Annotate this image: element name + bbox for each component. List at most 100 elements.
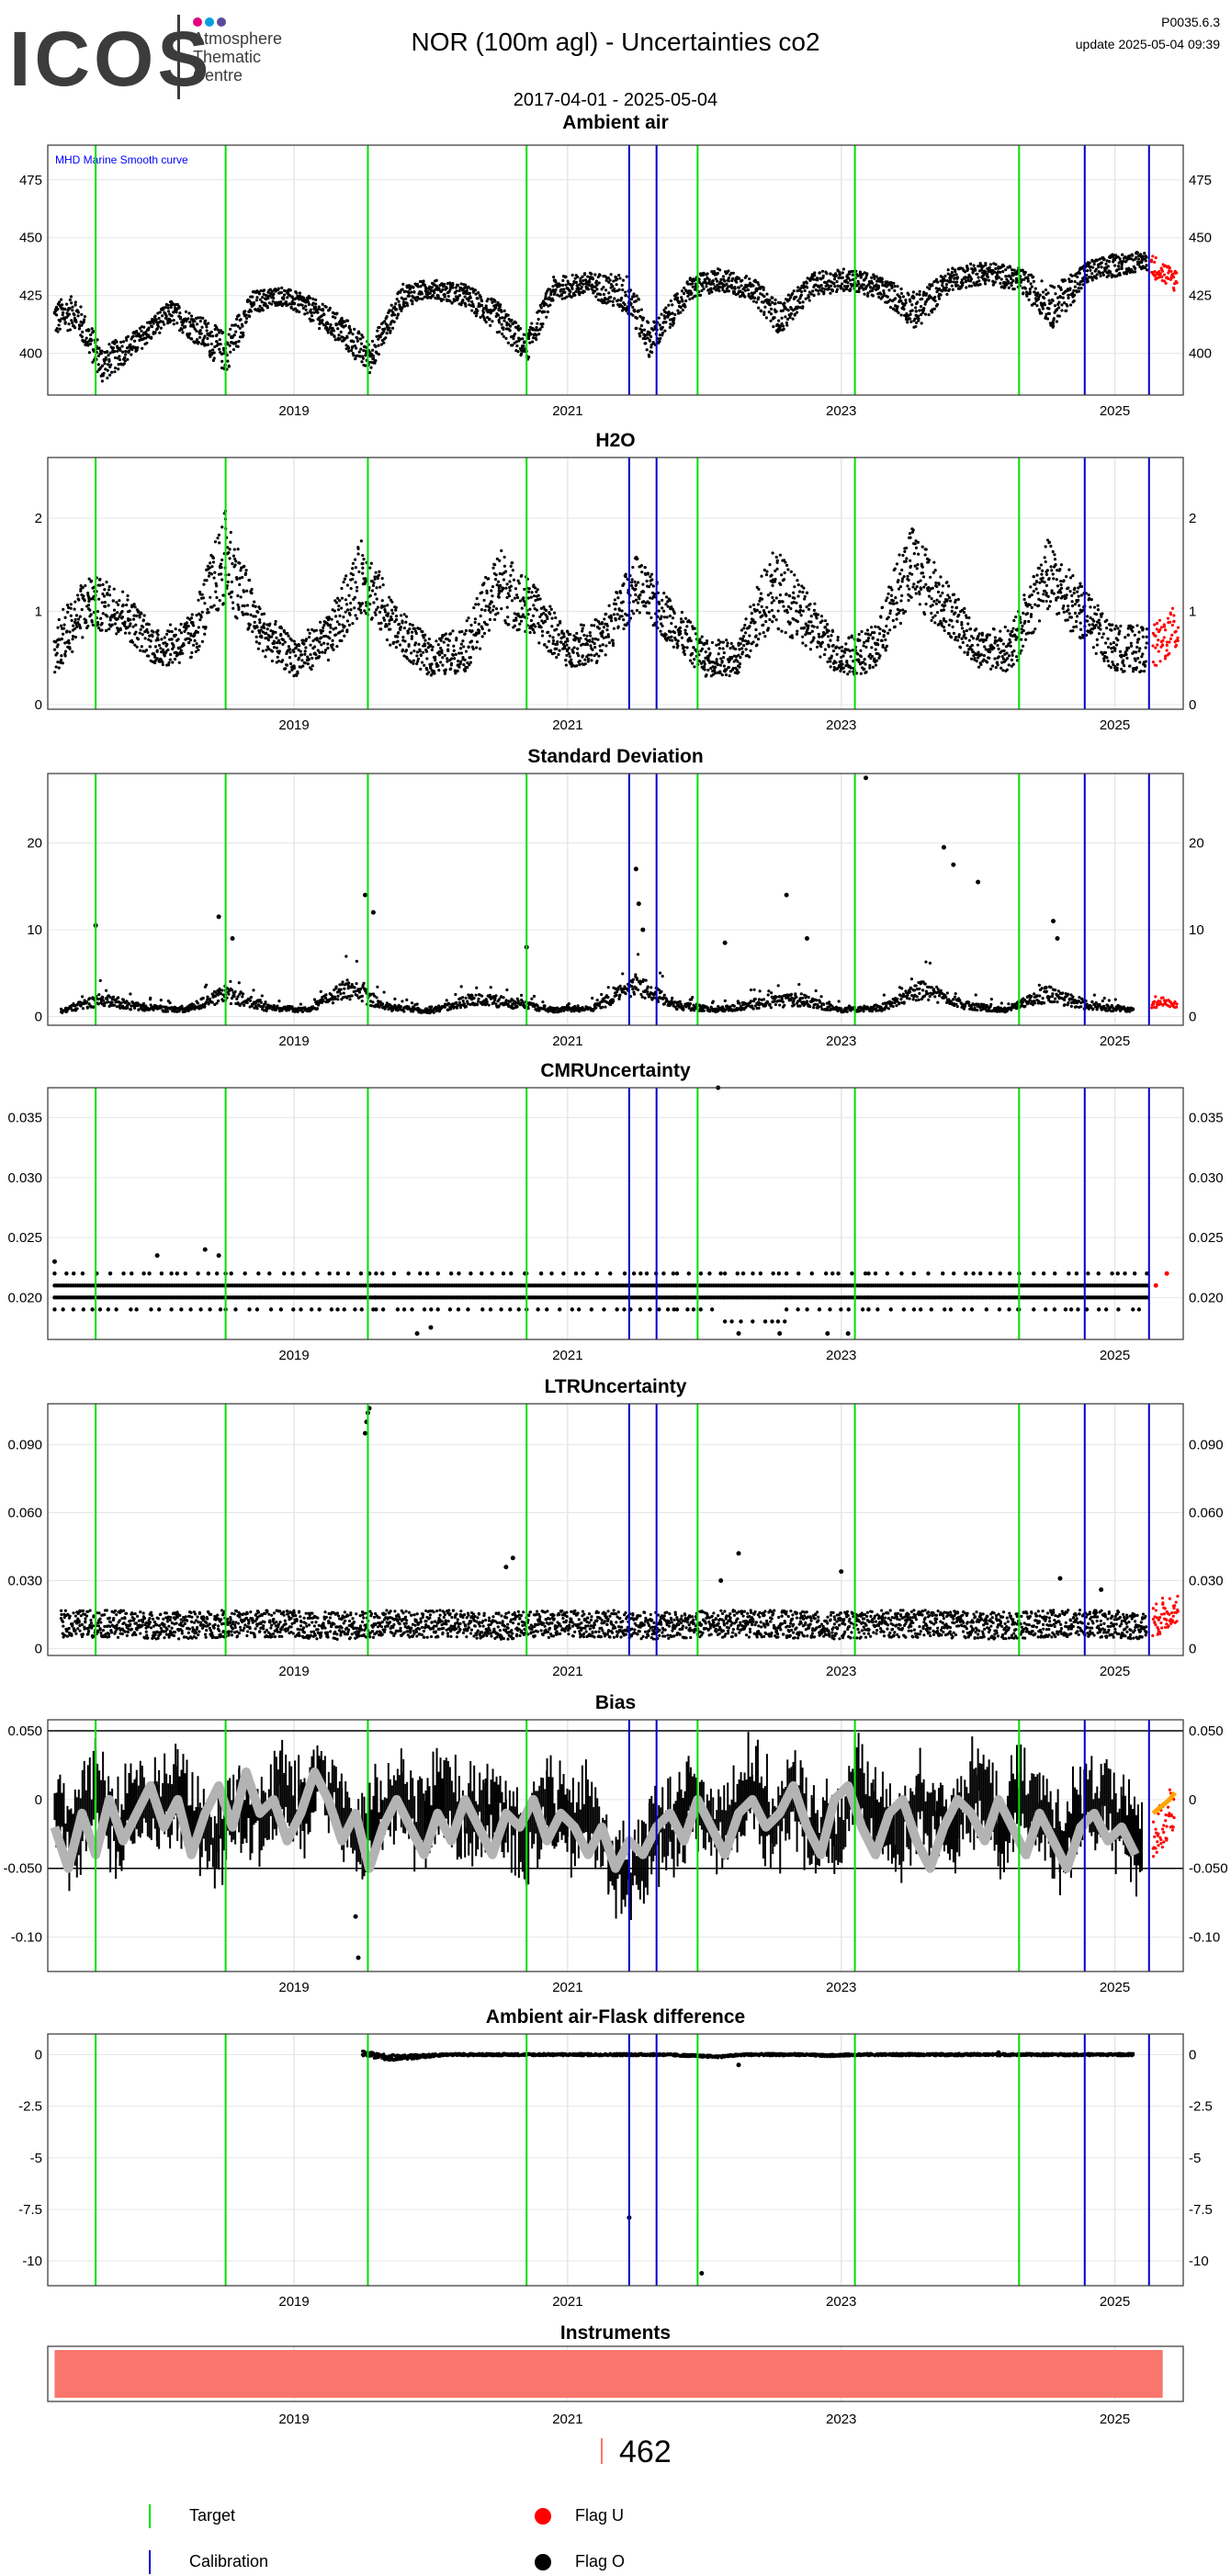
data-point bbox=[264, 655, 266, 658]
data-point bbox=[881, 281, 884, 284]
data-point bbox=[770, 296, 773, 299]
data-point bbox=[318, 327, 321, 330]
data-point bbox=[372, 582, 375, 584]
data-point bbox=[375, 586, 378, 589]
data-point bbox=[1004, 268, 1007, 271]
data-point bbox=[902, 295, 905, 298]
data-point bbox=[1043, 297, 1045, 299]
data-point bbox=[530, 322, 533, 324]
data-point bbox=[253, 600, 255, 603]
data-point bbox=[107, 588, 110, 591]
data-point bbox=[171, 661, 174, 663]
data-point bbox=[129, 622, 131, 625]
data-point bbox=[251, 295, 254, 298]
data-point bbox=[1070, 280, 1073, 283]
data-point bbox=[683, 629, 686, 632]
data-point bbox=[214, 591, 217, 593]
data-point bbox=[65, 629, 68, 632]
data-point bbox=[672, 616, 674, 619]
data-point bbox=[558, 633, 560, 636]
data-point bbox=[727, 269, 729, 272]
data-point bbox=[875, 275, 878, 277]
data-point bbox=[612, 642, 615, 645]
data-point bbox=[681, 289, 683, 292]
data-point bbox=[624, 303, 627, 306]
data-point bbox=[76, 314, 79, 317]
data-point bbox=[296, 671, 299, 673]
data-point bbox=[209, 561, 211, 564]
data-point bbox=[360, 343, 363, 345]
data-point bbox=[356, 337, 358, 340]
data-point bbox=[818, 272, 820, 275]
data-point bbox=[231, 562, 233, 565]
data-point bbox=[134, 624, 137, 627]
data-point bbox=[56, 627, 59, 629]
data-point bbox=[999, 271, 1001, 274]
data-point bbox=[393, 313, 396, 316]
data-point bbox=[210, 331, 213, 333]
data-point bbox=[1036, 291, 1039, 294]
data-point bbox=[198, 626, 200, 628]
data-point bbox=[840, 287, 842, 289]
data-point bbox=[730, 279, 733, 282]
data-point bbox=[683, 646, 685, 649]
data-point bbox=[359, 609, 362, 612]
data-point bbox=[754, 279, 757, 282]
data-point bbox=[300, 653, 303, 656]
data-point bbox=[386, 638, 389, 641]
data-point bbox=[1011, 279, 1014, 282]
data-point bbox=[1102, 274, 1105, 277]
data-point bbox=[270, 302, 273, 305]
data-point bbox=[866, 292, 869, 295]
data-point bbox=[480, 296, 482, 299]
data-point bbox=[689, 621, 692, 624]
data-point bbox=[322, 313, 325, 316]
data-point bbox=[378, 611, 381, 614]
data-point bbox=[598, 644, 601, 647]
data-point bbox=[631, 306, 634, 309]
data-point bbox=[397, 631, 400, 634]
data-point bbox=[762, 295, 765, 298]
data-point bbox=[455, 637, 457, 639]
data-point bbox=[717, 289, 720, 292]
data-point bbox=[1060, 309, 1063, 311]
data-point bbox=[237, 548, 240, 550]
data-point bbox=[638, 298, 640, 300]
data-point bbox=[703, 643, 706, 646]
data-point bbox=[489, 324, 491, 327]
data-point bbox=[649, 582, 652, 585]
data-point bbox=[551, 642, 554, 645]
data-point bbox=[265, 649, 267, 651]
data-point bbox=[156, 649, 159, 651]
data-point bbox=[419, 650, 422, 652]
data-point bbox=[307, 628, 310, 631]
data-point bbox=[352, 354, 355, 356]
data-point bbox=[450, 657, 453, 660]
data-point bbox=[321, 650, 323, 653]
data-point bbox=[266, 306, 269, 309]
data-point bbox=[482, 311, 485, 314]
data-point bbox=[706, 272, 708, 275]
data-point bbox=[132, 334, 135, 337]
data-point bbox=[916, 300, 919, 303]
data-point bbox=[62, 627, 65, 630]
data-point bbox=[482, 599, 485, 602]
data-point bbox=[381, 577, 384, 580]
data-point bbox=[219, 338, 221, 341]
data-point bbox=[187, 641, 190, 644]
data-point bbox=[1153, 261, 1156, 264]
data-point bbox=[568, 647, 570, 650]
data-point bbox=[464, 670, 467, 672]
data-point bbox=[101, 379, 104, 382]
data-point bbox=[577, 287, 580, 289]
update-timestamp: update 2025-05-04 09:39 bbox=[1076, 37, 1220, 51]
data-point bbox=[671, 303, 673, 306]
data-point bbox=[333, 609, 336, 612]
data-point bbox=[474, 621, 477, 624]
data-point bbox=[460, 651, 463, 654]
data-point bbox=[610, 273, 613, 276]
data-point bbox=[159, 311, 162, 313]
data-point bbox=[1145, 255, 1147, 258]
data-point bbox=[499, 584, 502, 587]
data-point bbox=[1079, 287, 1082, 289]
